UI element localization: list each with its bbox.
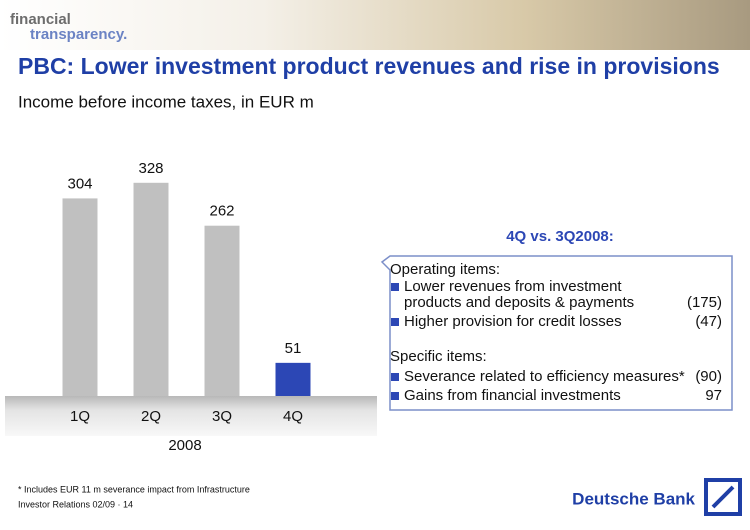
value-label: 51 [285,340,302,357]
value-label: 328 [138,160,163,177]
brand-logo-slash [711,485,735,509]
bullet [391,283,399,291]
value-label: 304 [67,175,92,192]
bar [204,225,240,396]
x-tick-label: 4Q [283,408,303,425]
section-title: Operating items: [390,261,500,278]
item-text: Higher provision for credit losses [404,313,622,330]
item-text: products and deposits & payments [404,294,634,311]
bullet [391,373,399,381]
bar [275,362,311,396]
bullet [391,392,399,400]
footnote: * Includes EUR 11 m severance impact fro… [18,484,250,494]
item-text: Severance related to efficiency measures… [404,368,685,385]
brand: Deutsche Bank [572,489,695,508]
panel-content: Operating items:Lower revenues from inve… [390,261,722,404]
bullet [391,318,399,326]
slide-title: PBC: Lower investment product revenues a… [18,53,720,79]
panel-heading: 4Q vs. 3Q2008: [506,228,614,245]
bar [133,182,169,396]
value-label: 262 [209,203,234,220]
axis-band [5,396,377,436]
bar [62,198,98,396]
item-text: Gains from financial investments [404,387,621,404]
section-title: Specific items: [390,348,487,365]
header-banner [0,0,750,50]
bar-group: 304 1Q 328 2Q 262 3Q 51 4Q [62,160,311,425]
panel-box [380,255,733,411]
x-axis-label: 2008 [168,437,201,454]
source: Investor Relations 02/09 · 14 [18,499,133,509]
item-value: (175) [687,294,722,311]
subtitle: Income before income taxes, in EUR m [18,92,314,111]
brand-logo [704,478,742,516]
x-tick-label: 2Q [141,408,161,425]
x-tick-label: 1Q [70,408,90,425]
logo-text: financial [10,11,71,28]
item-value: 97 [705,387,722,404]
item-value: (47) [695,313,722,330]
item-text: Lower revenues from investment [404,278,622,295]
item-value: (90) [695,368,722,385]
x-tick-label: 3Q [212,408,232,425]
logo-text: transparency. [30,26,127,43]
